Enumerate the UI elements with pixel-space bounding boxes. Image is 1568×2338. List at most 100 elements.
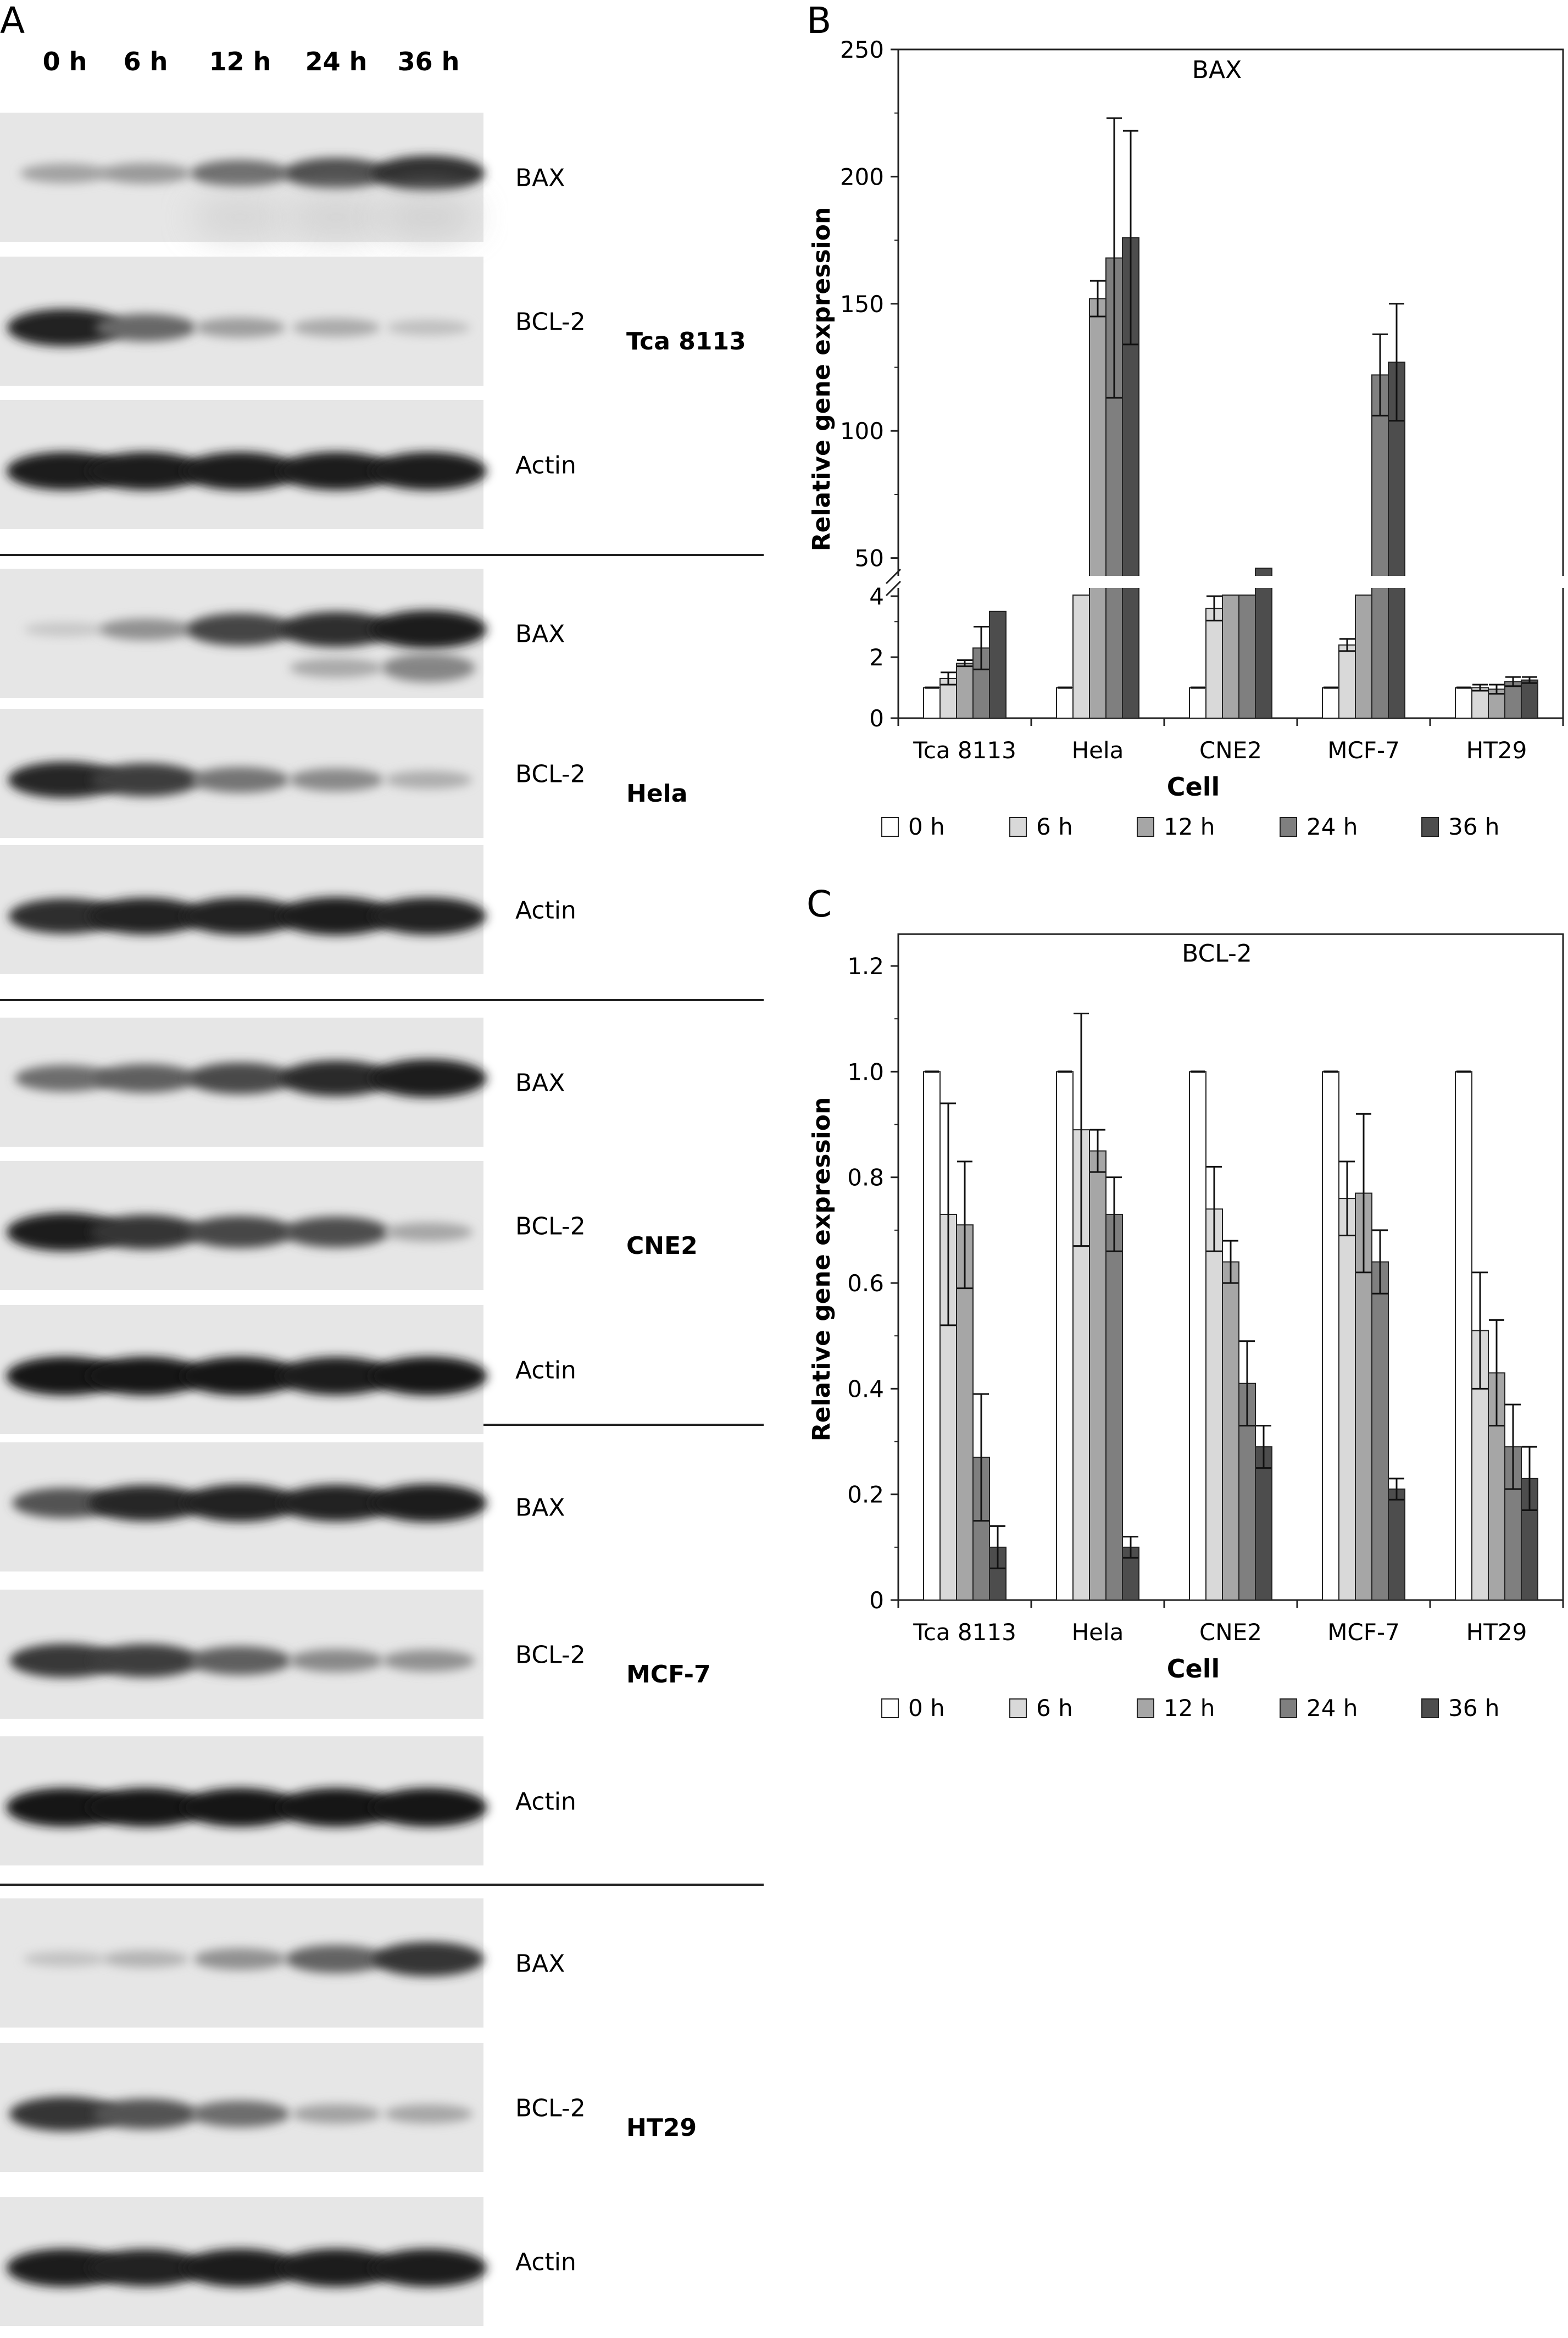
y-tick-label: 1.0	[847, 1058, 884, 1085]
legend-swatch-12-h	[1137, 817, 1154, 837]
blot-band	[191, 767, 290, 793]
protein-label-bcl-2: BCL-2	[515, 2095, 586, 2123]
bar-12-h-mcf-7	[1355, 595, 1372, 719]
time-label-0-h: 0 h	[43, 47, 87, 76]
blot-band	[291, 2104, 381, 2124]
legend-label-0-h: 0 h	[908, 1695, 945, 1721]
x-tick-label-mcf-7: MCF-7	[1327, 1619, 1400, 1646]
chart-title: BCL-2	[1182, 940, 1252, 968]
blot-band	[182, 1484, 298, 1522]
blot-band	[386, 320, 471, 336]
protein-label-bcl-2: BCL-2	[515, 1641, 586, 1669]
legend-label-24-h: 24 h	[1306, 813, 1358, 840]
blot-band	[190, 2100, 290, 2128]
cell-line-label: CNE2	[626, 1232, 698, 1260]
blot-band	[87, 1788, 204, 1827]
blot-band	[181, 1788, 299, 1827]
legend-label-12-h: 12 h	[1164, 1695, 1215, 1721]
blot-band	[384, 2104, 473, 2124]
protein-label-bax: BAX	[515, 1494, 565, 1522]
legend-swatch-6-h	[1009, 1698, 1027, 1718]
y-tick-label: 100	[840, 418, 884, 445]
cell-line-label: Hela	[626, 780, 687, 808]
blot-band	[9, 1643, 120, 1678]
protein-label-actin: Actin	[515, 1357, 576, 1385]
bar-36-h-mcf-7	[1388, 362, 1405, 719]
blot-band	[188, 1646, 292, 1675]
blot-band	[90, 1214, 202, 1249]
protein-label-bcl-2: BCL-2	[515, 1213, 586, 1241]
blot-band-secondary	[290, 658, 383, 678]
blot-band	[370, 1357, 487, 1396]
axis-break-gap	[876, 576, 1568, 588]
blot-band	[99, 618, 192, 641]
blot-smear	[379, 195, 478, 240]
y-tick-label: 200	[840, 163, 884, 190]
blot-smear	[287, 195, 386, 240]
y-tick-label: 150	[840, 291, 884, 318]
chart-title: BAX	[1192, 56, 1242, 84]
bar-6-h-mcf-7	[1338, 644, 1356, 719]
y-tick-label: 250	[840, 36, 884, 63]
y-tick-label: 4	[869, 583, 884, 610]
protein-label-actin: Actin	[515, 897, 576, 925]
legend-swatch-24-h	[1280, 1698, 1297, 1718]
blot-band	[6, 1788, 124, 1827]
bar-6-h-cne2	[1205, 608, 1223, 719]
legend-swatch-6-h	[1009, 817, 1027, 837]
time-label-12-h: 12 h	[209, 47, 271, 76]
cell-line-label: HT29	[626, 2114, 697, 2142]
legend-label-6-h: 6 h	[1036, 813, 1073, 840]
blot-band	[292, 318, 380, 337]
blot-band	[280, 1060, 393, 1096]
x-tick-label-tca-8113: Tca 8113	[913, 737, 1016, 764]
panel-c: C 0 0.2 0.4 0.6 0.8 1.0 1.2 BCL-2 Relative gene e…	[807, 883, 1564, 1721]
blot-band	[88, 2249, 203, 2287]
blot-band	[181, 2248, 299, 2287]
blot-band	[181, 452, 299, 490]
bar-36-h-tca-8113	[989, 610, 1007, 719]
protein-label-bax: BAX	[515, 164, 565, 192]
y-tick-label: 0	[869, 705, 884, 732]
blot-band	[190, 160, 290, 187]
blot-band	[88, 1485, 203, 1521]
blot-band	[384, 1222, 473, 1242]
y-tick-label: 2	[869, 644, 884, 671]
protein-label-actin: Actin	[515, 2248, 576, 2276]
x-tick-label-cne2: CNE2	[1199, 1619, 1262, 1646]
blot-band	[6, 1357, 124, 1396]
blot-band	[6, 1213, 124, 1251]
protein-label-bcl-2: BCL-2	[515, 308, 586, 336]
blot-band	[181, 1357, 299, 1396]
blot-band	[12, 1487, 118, 1519]
bar-12-h-hela	[1089, 298, 1107, 719]
blot-band	[93, 2098, 198, 2129]
blot-smear	[191, 195, 290, 240]
legend-swatch-0-h	[881, 1698, 899, 1718]
bar-0-h-tca-8113	[923, 1071, 941, 1601]
x-tick-label-tca-8113: Tca 8113	[913, 1619, 1016, 1646]
bar-0-h-cne2	[1189, 1071, 1206, 1601]
bar-0-h-cne2	[1189, 687, 1206, 719]
blot-band	[289, 1649, 383, 1673]
blot-band	[91, 763, 201, 797]
panel-b: B 50 100 150 200 250 0 2 4 BAX Relative gene expre…	[807, 0, 1568, 840]
y-tick-label: 0	[869, 1587, 884, 1614]
legend-swatch-36-h	[1421, 1698, 1439, 1718]
bar-24-h-hela	[1105, 1213, 1123, 1601]
bar-0-h-tca-8113	[923, 687, 941, 719]
legend-label-36-h: 36 h	[1448, 1695, 1499, 1721]
bar-12-h-hela	[1089, 1150, 1107, 1601]
bar-0-h-mcf-7	[1322, 1071, 1339, 1601]
bar-36-h-ht29	[1521, 679, 1538, 719]
blot-band	[102, 1950, 189, 1968]
y-tick-label: 0.4	[847, 1375, 884, 1402]
blot-band	[277, 2248, 395, 2287]
axis-break-mark	[885, 568, 902, 585]
protein-label-bax: BAX	[515, 1069, 565, 1097]
blot-band	[385, 770, 472, 789]
x-tick-label-cne2: CNE2	[1199, 737, 1262, 764]
x-tick-label-ht29: HT29	[1466, 1619, 1527, 1646]
legend-label-24-h: 24 h	[1306, 1695, 1358, 1721]
